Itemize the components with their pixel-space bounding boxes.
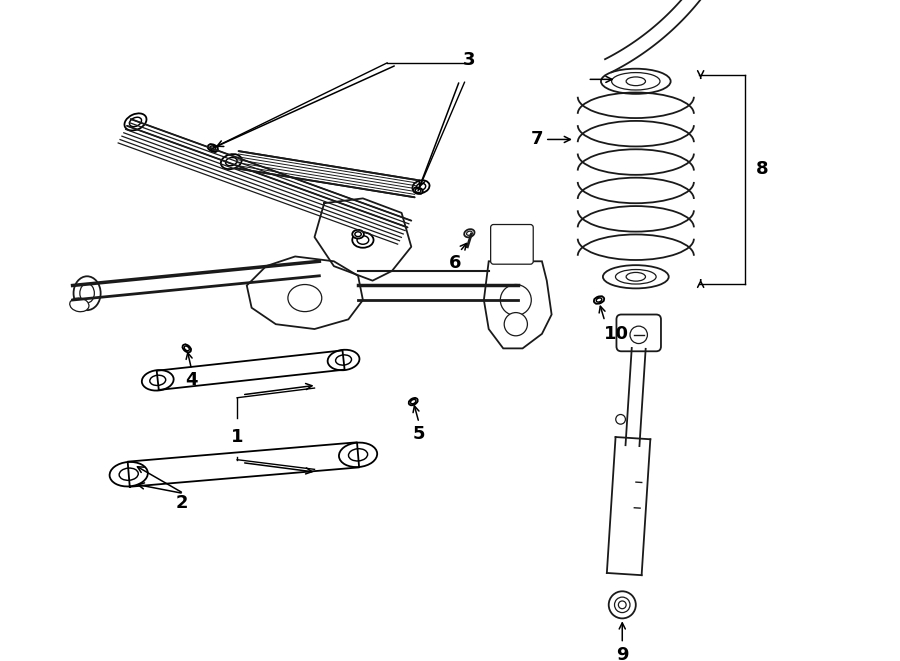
Ellipse shape bbox=[142, 370, 174, 391]
Ellipse shape bbox=[226, 157, 237, 166]
Ellipse shape bbox=[220, 154, 242, 169]
FancyBboxPatch shape bbox=[491, 225, 533, 264]
Ellipse shape bbox=[352, 230, 364, 239]
Ellipse shape bbox=[348, 449, 367, 461]
Circle shape bbox=[618, 601, 626, 609]
Ellipse shape bbox=[596, 298, 602, 302]
Ellipse shape bbox=[339, 443, 377, 467]
Ellipse shape bbox=[184, 346, 189, 351]
Circle shape bbox=[630, 326, 647, 344]
Ellipse shape bbox=[80, 284, 94, 303]
Ellipse shape bbox=[74, 276, 101, 310]
Circle shape bbox=[608, 592, 635, 619]
Ellipse shape bbox=[464, 229, 474, 237]
Polygon shape bbox=[484, 261, 552, 348]
Text: 8: 8 bbox=[756, 161, 769, 178]
Ellipse shape bbox=[601, 69, 670, 94]
Ellipse shape bbox=[412, 180, 429, 193]
Ellipse shape bbox=[336, 355, 352, 365]
Ellipse shape bbox=[626, 272, 645, 281]
Text: 7: 7 bbox=[531, 130, 544, 149]
Text: 3: 3 bbox=[464, 51, 475, 69]
Ellipse shape bbox=[130, 117, 141, 127]
Circle shape bbox=[615, 597, 630, 613]
Ellipse shape bbox=[119, 468, 139, 481]
Ellipse shape bbox=[357, 236, 369, 245]
Text: 2: 2 bbox=[176, 494, 188, 512]
Text: 9: 9 bbox=[616, 646, 628, 661]
Ellipse shape bbox=[413, 187, 423, 194]
Text: 4: 4 bbox=[185, 371, 198, 389]
Ellipse shape bbox=[110, 462, 148, 486]
Text: 10: 10 bbox=[604, 325, 629, 343]
Ellipse shape bbox=[149, 375, 166, 385]
Ellipse shape bbox=[410, 399, 416, 404]
Ellipse shape bbox=[328, 350, 359, 370]
Ellipse shape bbox=[466, 231, 472, 235]
Ellipse shape bbox=[626, 77, 645, 86]
Ellipse shape bbox=[211, 146, 216, 150]
Ellipse shape bbox=[124, 114, 147, 130]
Ellipse shape bbox=[409, 398, 418, 405]
Ellipse shape bbox=[355, 232, 361, 237]
Polygon shape bbox=[157, 350, 345, 390]
Text: 1: 1 bbox=[230, 428, 243, 446]
Ellipse shape bbox=[417, 183, 426, 190]
Ellipse shape bbox=[594, 296, 604, 303]
Circle shape bbox=[500, 284, 531, 315]
Circle shape bbox=[616, 414, 625, 424]
Polygon shape bbox=[247, 256, 363, 329]
Text: 6: 6 bbox=[448, 254, 461, 272]
Text: 5: 5 bbox=[413, 424, 426, 443]
Ellipse shape bbox=[352, 232, 374, 248]
Ellipse shape bbox=[288, 284, 322, 311]
Ellipse shape bbox=[612, 73, 660, 90]
Ellipse shape bbox=[415, 188, 421, 192]
Ellipse shape bbox=[70, 298, 89, 312]
Ellipse shape bbox=[183, 344, 191, 352]
Ellipse shape bbox=[208, 144, 218, 152]
Circle shape bbox=[504, 313, 527, 336]
Polygon shape bbox=[128, 442, 359, 486]
FancyBboxPatch shape bbox=[616, 315, 661, 351]
Ellipse shape bbox=[603, 265, 669, 288]
Ellipse shape bbox=[616, 270, 656, 284]
